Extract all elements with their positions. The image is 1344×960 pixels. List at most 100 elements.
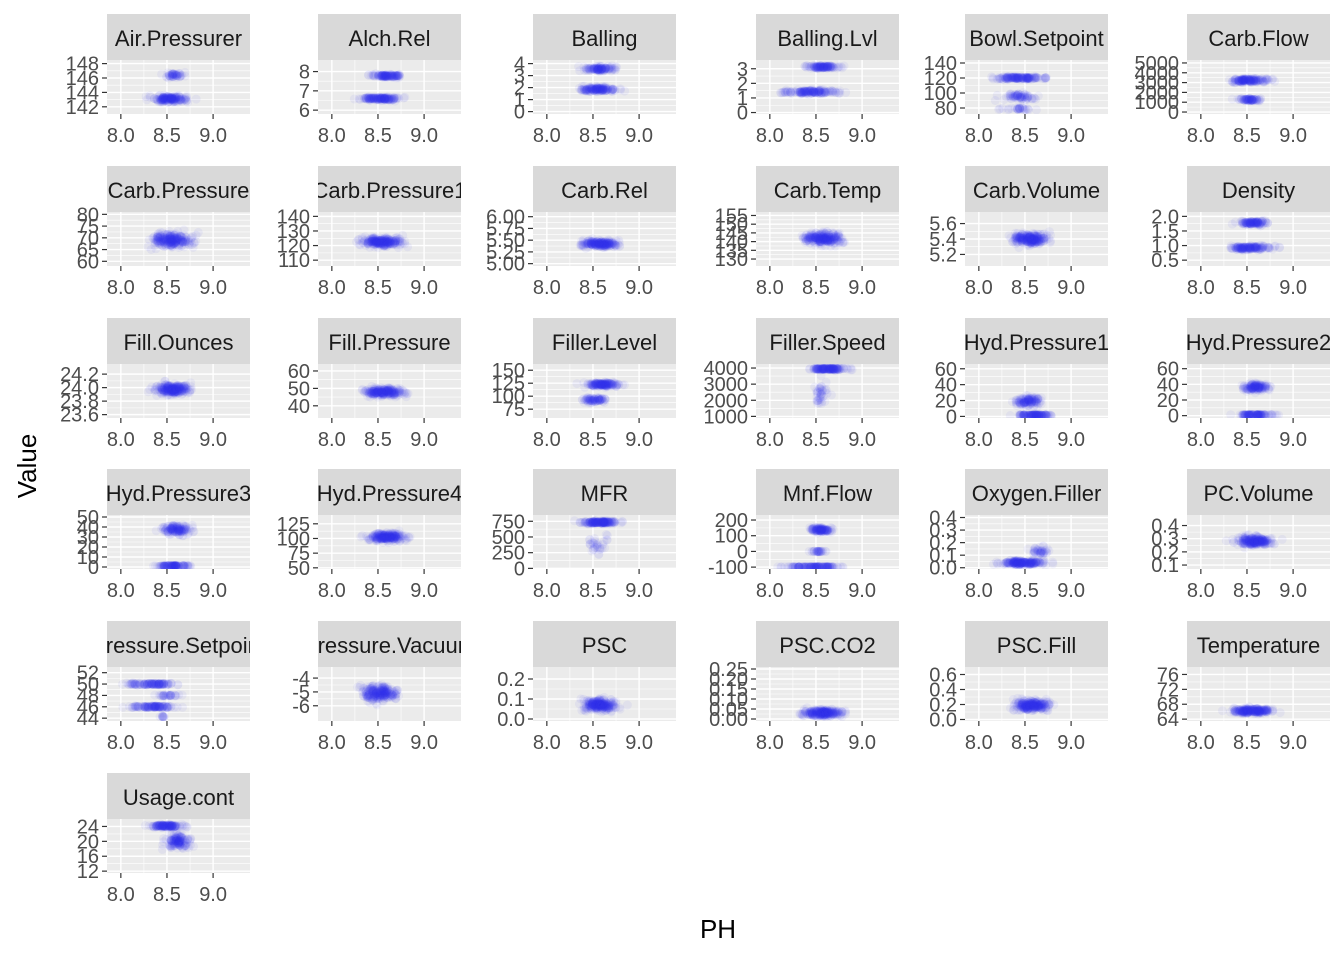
data-point <box>364 92 374 102</box>
data-point <box>380 94 389 103</box>
data-point <box>389 72 399 82</box>
data-point <box>593 84 603 94</box>
data-point <box>381 93 391 103</box>
data-point <box>809 63 819 73</box>
data-point <box>599 85 609 94</box>
data-point <box>1017 73 1027 83</box>
data-point <box>157 95 167 105</box>
data-point <box>779 87 788 97</box>
data-point <box>369 92 379 102</box>
data-point <box>380 70 390 80</box>
data-point <box>183 235 193 245</box>
data-point <box>1012 73 1022 83</box>
data-point <box>167 238 177 248</box>
data-point <box>1014 93 1024 103</box>
y-tick-label: 24.2 <box>60 364 99 386</box>
data-point <box>795 87 805 97</box>
data-point <box>371 93 381 103</box>
data-point <box>392 71 402 81</box>
data-point <box>171 93 181 103</box>
data-point <box>168 93 178 103</box>
data-point <box>162 234 172 244</box>
data-point <box>171 73 181 83</box>
data-point <box>817 88 827 98</box>
data-point <box>587 65 597 75</box>
data-point <box>1251 75 1261 85</box>
data-point <box>1018 92 1028 102</box>
data-point <box>1013 73 1023 82</box>
data-point <box>1267 75 1277 85</box>
x-tick-label: 9.0 <box>1279 429 1307 451</box>
data-point <box>170 561 180 569</box>
data-point <box>162 94 172 104</box>
data-point <box>159 92 168 102</box>
data-point <box>393 71 403 81</box>
data-point <box>374 71 384 80</box>
data-point <box>1041 74 1051 84</box>
data-point <box>181 232 191 242</box>
data-point <box>166 93 176 103</box>
data-point <box>158 97 168 107</box>
data-point <box>379 94 389 104</box>
data-point <box>391 70 401 80</box>
data-point <box>176 96 186 105</box>
data-point <box>183 97 193 107</box>
data-point <box>823 62 833 72</box>
data-point <box>828 62 838 72</box>
data-point <box>1017 102 1027 112</box>
data-point <box>153 232 163 242</box>
data-point <box>812 63 822 73</box>
data-point <box>1013 72 1023 82</box>
data-point <box>586 83 596 93</box>
data-point <box>837 63 847 73</box>
data-point <box>1016 72 1026 82</box>
data-point <box>166 240 176 250</box>
x-tick-label: 8.0 <box>318 277 346 299</box>
data-point <box>776 88 786 98</box>
data-point <box>158 94 168 104</box>
data-point <box>1246 95 1256 105</box>
data-point <box>579 62 589 72</box>
data-point <box>816 371 826 381</box>
data-point <box>822 62 832 71</box>
x-tick-label: 9.0 <box>199 277 227 299</box>
data-point <box>169 236 179 245</box>
data-point <box>1017 92 1027 102</box>
data-point <box>185 240 194 250</box>
data-point <box>1247 95 1257 105</box>
data-point <box>364 94 374 104</box>
data-point <box>145 91 155 101</box>
data-point <box>806 86 816 95</box>
data-point <box>167 235 177 245</box>
data-point <box>160 93 170 103</box>
data-point <box>1236 76 1246 85</box>
data-point <box>776 88 786 98</box>
data-point <box>379 94 389 104</box>
data-point <box>177 237 187 247</box>
data-point <box>384 94 394 104</box>
data-point <box>585 63 595 73</box>
data-point <box>157 69 167 79</box>
data-point <box>168 97 178 107</box>
x-tick-label: 8.0 <box>107 125 135 147</box>
data-point <box>381 94 391 103</box>
data-point <box>1248 94 1258 104</box>
data-point <box>1259 77 1269 87</box>
data-point <box>1017 103 1027 113</box>
data-point <box>596 64 606 74</box>
data-point <box>1241 94 1251 104</box>
data-point <box>577 85 587 95</box>
data-point <box>191 230 201 240</box>
data-point <box>373 386 383 396</box>
data-point <box>596 61 606 71</box>
data-point <box>589 64 599 74</box>
data-point <box>153 233 163 243</box>
data-point <box>597 86 607 96</box>
x-tick-label: 8.0 <box>318 429 346 451</box>
data-point <box>1247 77 1257 87</box>
data-point <box>592 83 602 93</box>
data-point <box>379 94 389 104</box>
data-point <box>1248 76 1258 86</box>
data-point <box>812 62 822 71</box>
